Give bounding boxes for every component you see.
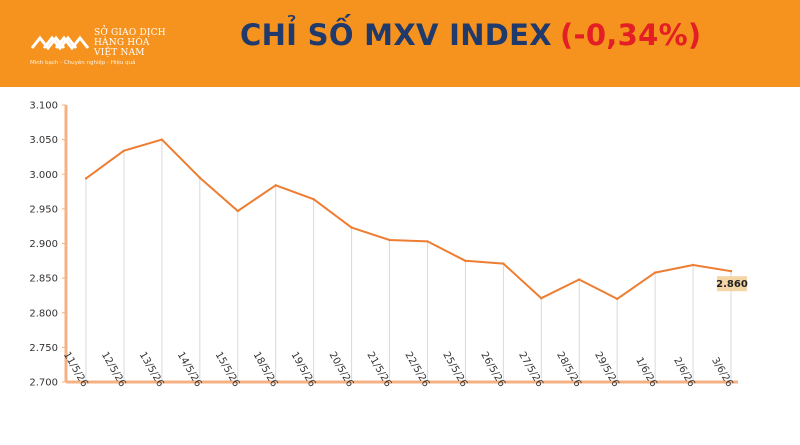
last-value-label-bg (717, 276, 747, 292)
data-point (691, 263, 695, 267)
data-point (350, 226, 353, 229)
logo-line: HÀNG HÓA (94, 38, 150, 48)
y-tick-label: 3.100 (29, 101, 58, 112)
data-point (122, 149, 126, 152)
y-tick-label: 2.700 (29, 378, 58, 389)
header-banner: SỞ GIAO DỊCH HÀNG HÓA VIỆT NAM Minh bạch… (0, 0, 800, 87)
chart-canvas: 2.700 2.750 2.800 2.850 2.900 2.950 3.000 3.050… (29, 101, 748, 390)
data-point (236, 209, 239, 213)
data-point (502, 262, 505, 265)
logo-tagline: Minh bạch - Chuyên nghiệp - Hiệu quả (30, 60, 136, 66)
data-point (540, 297, 543, 300)
logo-line: VIỆT NAM (94, 48, 145, 58)
data-point (464, 259, 467, 263)
logo-mark-icon (30, 35, 90, 51)
y-tick-label: 3.000 (29, 170, 58, 181)
logo-line: SỞ GIAO DỊCH (94, 28, 166, 38)
series-line (85, 138, 732, 300)
data-point (84, 177, 88, 180)
mxv-index-chart: 2.700 2.750 2.800 2.850 2.900 2.950 3.000 3.050… (0, 88, 800, 445)
data-point (160, 138, 164, 141)
chart-title: CHỈ SỐ MXV INDEX (-0,34%) (240, 18, 702, 58)
data-point (578, 278, 581, 281)
y-tick-label: 2.750 (29, 343, 58, 354)
data-point (426, 240, 429, 243)
y-tick-label: 2.900 (29, 239, 58, 250)
index-change: (-0,34%) (559, 18, 702, 52)
data-point (274, 184, 277, 187)
last-value-label: 2.860 (716, 279, 748, 290)
data-point (198, 176, 202, 179)
y-tick-label: 2.950 (29, 204, 58, 215)
logo-name: SỞ GIAO DỊCH HÀNG HÓA VIỆT NAM (94, 28, 166, 58)
title-text: CHỈ SỐ MXV INDEX (240, 18, 552, 52)
y-tick-label: 2.850 (29, 274, 58, 285)
y-tick-label: 2.800 (29, 308, 58, 319)
data-point (312, 197, 315, 201)
data-point (653, 271, 657, 274)
data-point (388, 238, 391, 242)
data-point (615, 297, 619, 301)
y-tick-label: 3.050 (29, 135, 58, 146)
data-point (729, 270, 733, 273)
exchange-logo: SỞ GIAO DỊCH HÀNG HÓA VIỆT NAM Minh bạch… (22, 20, 177, 75)
